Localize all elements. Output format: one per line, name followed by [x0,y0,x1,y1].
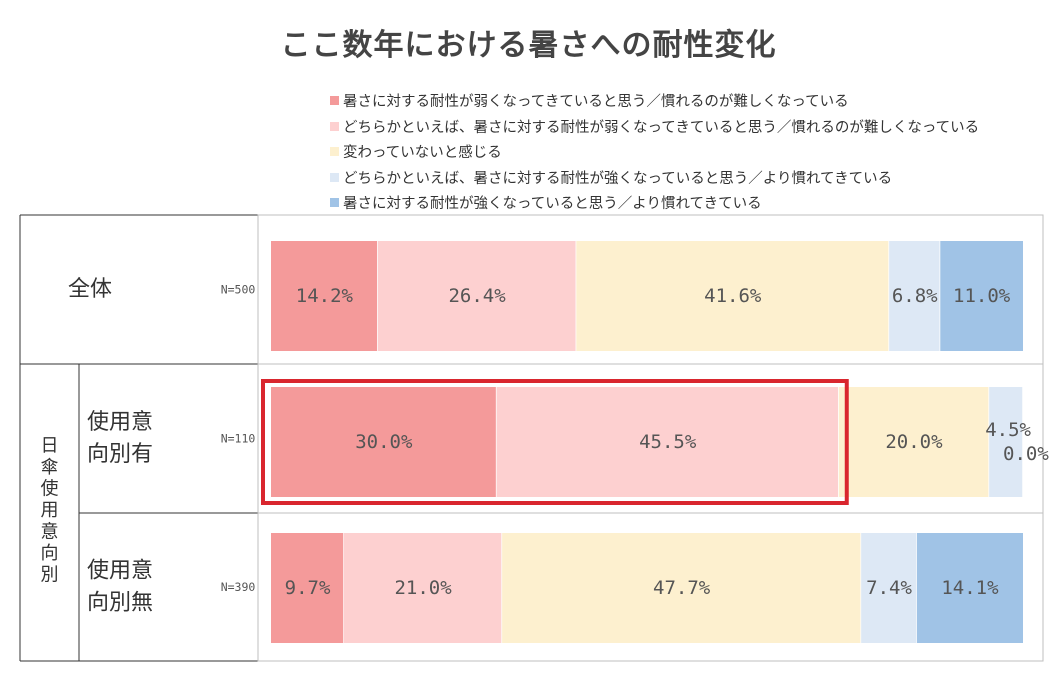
legend-item: 暑さに対する耐性が強くなっていると思う／より慣れてきている [330,190,979,216]
chart-title: ここ数年における暑さへの耐性変化 [280,28,777,63]
group-label-char: 使 [41,479,59,500]
bar-segment [861,533,917,643]
legend-item: どちらかといえば、暑さに対する耐性が弱くなってきていると思う／慣れるのが難しくな… [330,114,979,140]
group-label-char: 意 [41,522,59,543]
plot-frame [257,214,1044,662]
group-label-char: 向 [41,543,59,564]
row-label-line: 使用意 [87,559,153,584]
group-label-char: 別 [41,565,59,586]
data-label: 30.0% [355,431,413,453]
legend-swatch [330,147,339,157]
bar-segment [502,533,862,643]
data-label: 6.8% [892,285,938,307]
data-label: 14.2% [296,285,354,307]
legend-swatch [330,172,339,182]
group-label-char: 傘 [41,457,59,478]
bar-segment [377,241,577,351]
data-label: 14.1% [941,577,999,599]
legend-label: 暑さに対する耐性が弱くなってきていると思う／慣れるのが難しくなっている [343,94,849,111]
highlight-box [261,379,849,505]
row-label-line: 向別有 [87,442,153,467]
data-label: 45.5% [639,431,697,453]
sample-size-label: N=500 [221,283,256,297]
data-label: 47.7% [653,577,711,599]
data-label: 0.0% [1003,443,1049,465]
legend-item: 変わっていないと感じる [330,139,979,165]
legend-swatch [330,96,339,106]
data-label: 11.0% [953,285,1011,307]
legend-item: どちらかといえば、暑さに対する耐性が強くなっていると思う／より慣れてきている [330,165,979,191]
legend-swatch [330,198,339,208]
bar-segment [271,387,497,497]
data-label: 20.0% [885,431,943,453]
data-label: 4.5% [985,419,1031,441]
row-label-line: 使用意 [87,410,153,435]
legend-label: 暑さに対する耐性が強くなっていると思う／より慣れてきている [343,196,762,213]
data-label: 21.0% [394,577,452,599]
group-label-char: 日 [41,436,59,457]
data-label: 7.4% [866,577,912,599]
data-label: 9.7% [285,577,331,599]
bar-segment [271,533,345,643]
legend-label: 変わっていないと感じる [343,145,502,162]
bar-segment [344,533,503,643]
legend: 暑さに対する耐性が弱くなってきていると思う／慣れるのが難しくなっているどちらかと… [330,88,979,216]
bar-segment [889,241,941,351]
row-label-line: 向別無 [87,591,153,616]
data-label: 41.6% [704,285,762,307]
bar-segment [838,387,990,497]
sample-size-label: N=110 [221,432,256,446]
bar-segment [989,387,1023,497]
legend-swatch [330,121,339,131]
group-label-char: 用 [41,500,59,521]
sample-size-label: N=390 [221,580,256,594]
bar-segment [576,241,890,351]
bar-segment [271,241,378,351]
legend-label: どちらかといえば、暑さに対する耐性が強くなっていると思う／より慣れてきている [343,170,893,187]
row-label: 全体 [68,277,112,302]
legend-label: どちらかといえば、暑さに対する耐性が弱くなってきていると思う／慣れるのが難しくな… [343,119,980,136]
bar-segment [496,387,839,497]
legend-item: 暑さに対する耐性が弱くなってきていると思う／慣れるのが難しくなっている [330,88,979,114]
bar-segment [916,533,1023,643]
bar-segment [940,241,1023,351]
data-label: 26.4% [448,285,506,307]
